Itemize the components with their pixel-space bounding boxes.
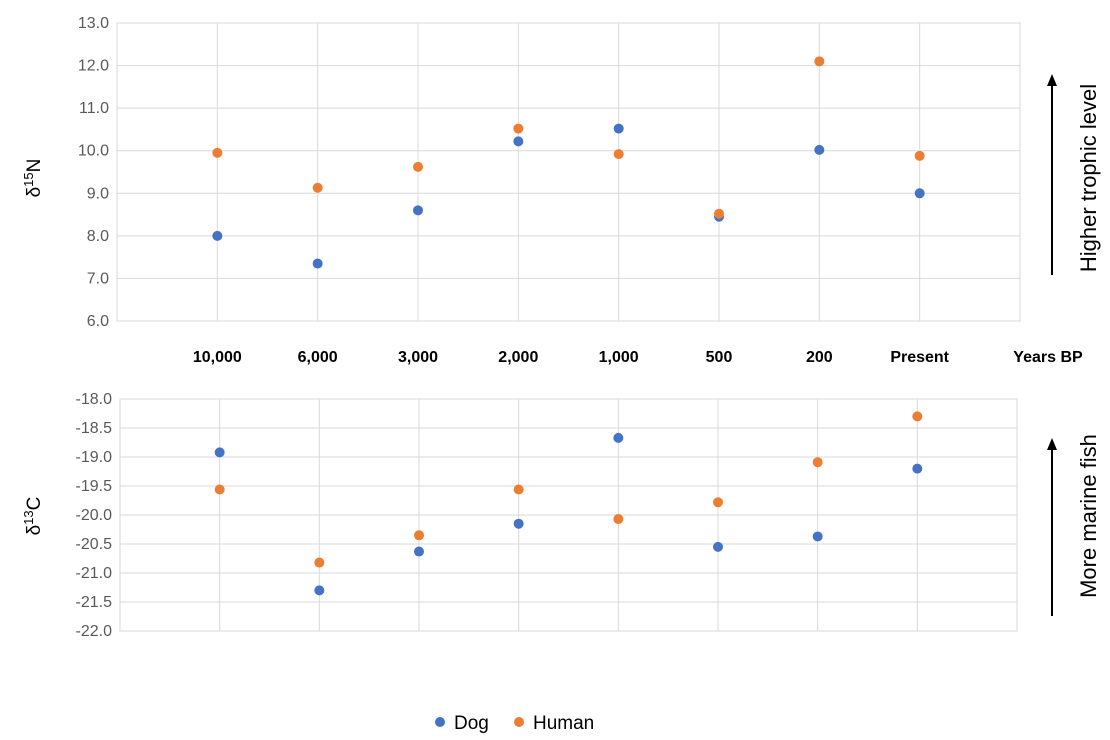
- carbon-y-tick-label: -18.0: [76, 391, 113, 408]
- nitrogen-human-point: [312, 182, 323, 193]
- nitrogen-human-point: [814, 56, 825, 67]
- category-label: 500: [706, 349, 733, 366]
- carbon-human-point: [812, 457, 823, 468]
- carbon-y-tick-label: -18.5: [76, 420, 113, 437]
- category-label: 2,000: [498, 349, 538, 366]
- nitrogen-plot-frame: [116, 22, 1021, 322]
- carbon-y-axis-label: δ13C: [21, 497, 45, 536]
- carbon-y-tick-label: -19.0: [76, 449, 113, 466]
- nitrogen-human-point: [613, 149, 624, 160]
- carbon-dog-point: [713, 541, 723, 552]
- carbon-human-point: [214, 484, 225, 495]
- years-bp-label: Years BP: [1013, 349, 1083, 366]
- nitrogen-y-tick-label: 10.0: [78, 143, 109, 160]
- carbon-human-point: [414, 530, 424, 541]
- nitrogen-dog-point: [613, 123, 624, 134]
- category-label: 200: [806, 349, 833, 366]
- carbon-dog-point: [214, 447, 225, 458]
- carbon-y-tick-label: -20.5: [76, 536, 113, 553]
- carbon-dog-point: [812, 531, 823, 542]
- category-label: Present: [890, 349, 949, 366]
- carbon-dog-point: [314, 585, 325, 596]
- legend-human-label: Human: [533, 713, 594, 734]
- carbon-human-point: [613, 514, 624, 525]
- nitrogen-dog-point: [914, 188, 925, 199]
- category-label: 3,000: [398, 349, 438, 366]
- carbon-plot-frame: [119, 398, 1018, 632]
- legend-dog-label: Dog: [454, 713, 489, 734]
- trophic-arrow-label: Higher trophic level: [1076, 84, 1101, 272]
- legend-human-marker: [514, 717, 524, 727]
- carbon-y-tick-label: -21.5: [76, 594, 113, 611]
- trophic-arrow-head: [1047, 74, 1057, 86]
- nitrogen-y-tick-label: 12.0: [78, 58, 109, 75]
- marine-arrow-label: More marine fish: [1076, 434, 1101, 598]
- carbon-dog-point: [912, 463, 923, 474]
- nitrogen-y-tick-label: 6.0: [87, 313, 109, 330]
- carbon-human-point: [912, 411, 923, 422]
- marine-arrow-head: [1047, 438, 1057, 450]
- nitrogen-human-point: [914, 150, 925, 161]
- carbon-dog-point: [414, 546, 424, 557]
- legend-dog-marker: [435, 717, 445, 727]
- nitrogen-y-tick-label: 8.0: [87, 228, 109, 245]
- carbon-chart: -18.0 -18.5 -19.0 -19.5 -20.0 -20.5 -21.0 -21.5…: [76, 391, 1018, 640]
- carbon-dog-point: [613, 432, 624, 443]
- nitrogen-y-tick-label: 11.0: [79, 100, 109, 117]
- nitrogen-human-point: [714, 208, 724, 219]
- nitrogen-human-point: [413, 161, 423, 172]
- nitrogen-dog-point: [212, 230, 223, 241]
- carbon-y-tick-label: -21.0: [76, 565, 113, 582]
- nitrogen-dog-point: [513, 136, 524, 147]
- nitrogen-y-tick-label: 9.0: [87, 185, 109, 202]
- carbon-human-point: [713, 497, 723, 508]
- carbon-dog-point: [513, 518, 524, 529]
- nitrogen-human-point: [513, 123, 524, 134]
- carbon-y-tick-label: -20.0: [76, 507, 113, 524]
- nitrogen-dog-point: [413, 205, 423, 216]
- carbon-y-tick-label: -22.0: [76, 623, 113, 640]
- nitrogen-dog-point: [814, 144, 825, 155]
- category-label: 1,000: [599, 349, 639, 366]
- carbon-y-tick-label: -19.5: [76, 478, 113, 495]
- legend: Dog Human: [435, 713, 594, 734]
- category-label: 10,000: [193, 349, 242, 366]
- carbon-human-point: [513, 484, 524, 495]
- nitrogen-y-axis-label: δ15N: [21, 159, 45, 198]
- nitrogen-y-tick-label: 13.0: [78, 15, 109, 32]
- carbon-human-point: [314, 557, 325, 568]
- nitrogen-dog-point: [312, 258, 323, 269]
- nitrogen-y-tick-label: 7.0: [87, 270, 109, 287]
- category-label: 6,000: [298, 349, 338, 366]
- nitrogen-human-point: [212, 147, 223, 158]
- nitrogen-chart: 13.0 12.0 11.0 10.0 9.0 8.0 7.0 6.0 10,000 6,000 3…: [78, 15, 1021, 366]
